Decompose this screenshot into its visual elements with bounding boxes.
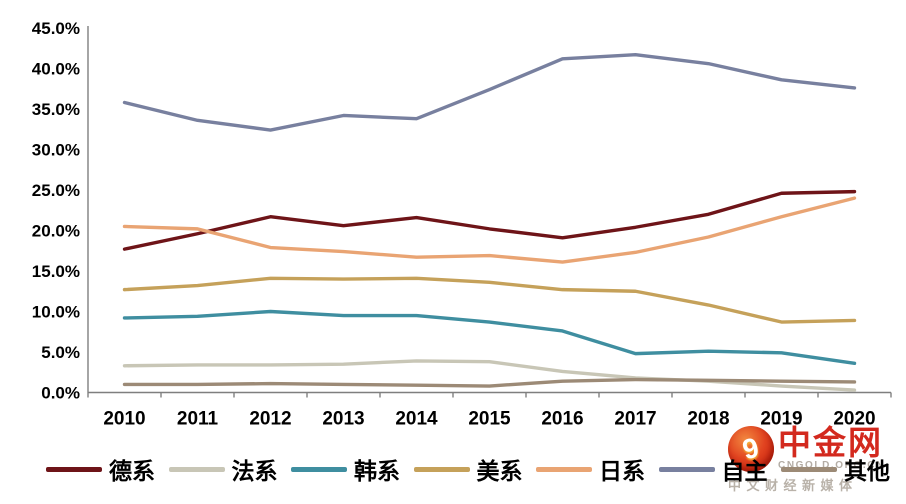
y-axis-label: 0.0% bbox=[41, 384, 80, 403]
watermark-text-column: 中金网 CNGOLD.ORG.CN bbox=[778, 424, 885, 471]
series-line-1 bbox=[122, 359, 857, 392]
x-axis-label: 2015 bbox=[468, 409, 511, 430]
watermark: 9 中金网 CNGOLD.ORG.CN 中文财经新媒体 bbox=[728, 426, 900, 494]
x-axis-label: 2012 bbox=[249, 409, 291, 430]
legend-swatch bbox=[46, 466, 102, 472]
watermark-domain: CNGOLD.ORG.CN bbox=[778, 459, 885, 471]
legend-item-2: 韩系 bbox=[291, 452, 400, 486]
series-line-5 bbox=[122, 53, 857, 132]
legend-label: 自主 bbox=[721, 458, 768, 484]
x-axis-label: 2013 bbox=[322, 409, 364, 430]
legend-item-1: 法系 bbox=[168, 452, 278, 486]
series-line-6 bbox=[122, 377, 857, 388]
legend-swatch bbox=[658, 466, 715, 472]
series-line-2 bbox=[122, 309, 857, 366]
y-axis-label: 30.0% bbox=[32, 141, 80, 160]
y-axis-label: 35.0% bbox=[32, 100, 80, 119]
y-axis-label: 10.0% bbox=[32, 303, 80, 322]
line-chart: 0.0% 5.0% 10.0% 15.0% 20.0% 25.0% 30.0% 35.0% 40… bbox=[32, 19, 892, 430]
legend-label: 日系 bbox=[599, 458, 645, 484]
chart-legend: 德系 法系 韩系 美系 日系 自主 其他 bbox=[46, 452, 890, 486]
y-axis-label: 20.0% bbox=[32, 222, 80, 241]
legend-swatch bbox=[168, 466, 225, 472]
x-axis-label: 2020 bbox=[833, 409, 875, 430]
legend-label: 法系 bbox=[231, 458, 278, 484]
series-line-0 bbox=[122, 189, 857, 251]
legend-label: 其他 bbox=[844, 458, 890, 484]
watermark-row: 9 中金网 CNGOLD.ORG.CN bbox=[728, 426, 900, 472]
y-axis-label: 45.0% bbox=[32, 19, 80, 38]
legend-label: 韩系 bbox=[354, 458, 400, 484]
legend-swatch bbox=[536, 466, 592, 472]
cngold-logo-icon: 9 bbox=[728, 426, 774, 472]
x-axis-label: 2010 bbox=[103, 409, 145, 430]
y-axis-label: 25.0% bbox=[32, 181, 80, 200]
x-axis-label: 2016 bbox=[541, 409, 583, 430]
series-line-4 bbox=[122, 196, 857, 264]
y-axis-label: 5.0% bbox=[41, 343, 80, 362]
legend-label: 美系 bbox=[476, 458, 523, 484]
legend-item-0: 德系 bbox=[46, 452, 155, 486]
legend-swatch bbox=[413, 466, 470, 472]
x-axis-label: 2011 bbox=[177, 409, 219, 430]
y-axis-label: 40.0% bbox=[32, 60, 80, 79]
legend-item-5: 自主 bbox=[658, 452, 768, 486]
legend-label: 德系 bbox=[109, 458, 155, 484]
y-axis-label: 15.0% bbox=[32, 262, 80, 281]
legend-item-4: 日系 bbox=[536, 452, 645, 486]
legend-swatch bbox=[291, 466, 347, 472]
legend-item-6: 其他 bbox=[781, 452, 890, 486]
legend-item-3: 美系 bbox=[413, 452, 523, 486]
series-line-3 bbox=[122, 276, 857, 324]
watermark-tagline: 中文财经新媒体 bbox=[728, 478, 858, 493]
watermark-brand: 中金网 bbox=[778, 424, 883, 462]
x-axis-label: 2014 bbox=[395, 409, 438, 430]
legend-swatch bbox=[781, 466, 837, 472]
x-axis-label: 2017 bbox=[614, 409, 656, 430]
x-axis-label: 2018 bbox=[687, 409, 729, 430]
x-axis-label: 2019 bbox=[760, 409, 802, 430]
